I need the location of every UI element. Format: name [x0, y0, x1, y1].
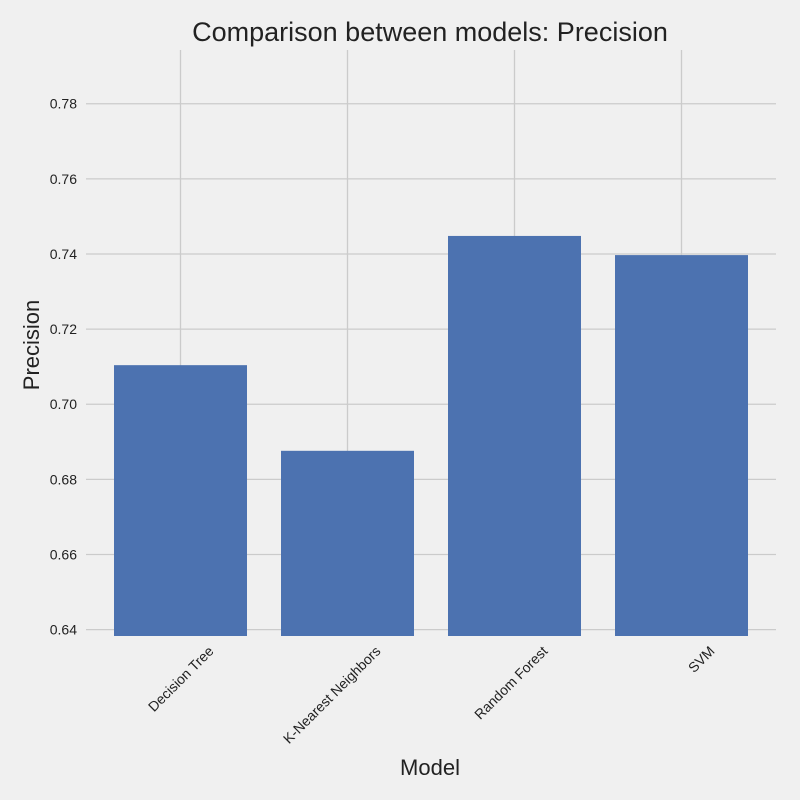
y-tick-labels: 0.64 0.66 0.68 0.70 0.72 0.74 0.76 0.78 — [50, 96, 77, 638]
chart-title: Comparison between models: Precision — [192, 17, 668, 47]
y-tick-label: 0.72 — [50, 321, 77, 337]
y-tick-label: 0.66 — [50, 546, 77, 562]
bar — [615, 255, 748, 636]
bars — [114, 235, 748, 636]
y-tick-label: 0.68 — [50, 471, 77, 487]
y-tick-label: 0.64 — [50, 622, 77, 638]
bar — [114, 365, 247, 636]
y-tick-label: 0.70 — [50, 396, 77, 412]
y-tick-label: 0.76 — [50, 171, 77, 187]
bar — [448, 235, 581, 636]
x-axis-label: Model — [400, 755, 460, 780]
bar — [281, 450, 414, 636]
y-tick-label: 0.74 — [50, 246, 77, 262]
y-tick-label: 0.78 — [50, 96, 77, 112]
y-axis-label: Precision — [19, 300, 44, 390]
